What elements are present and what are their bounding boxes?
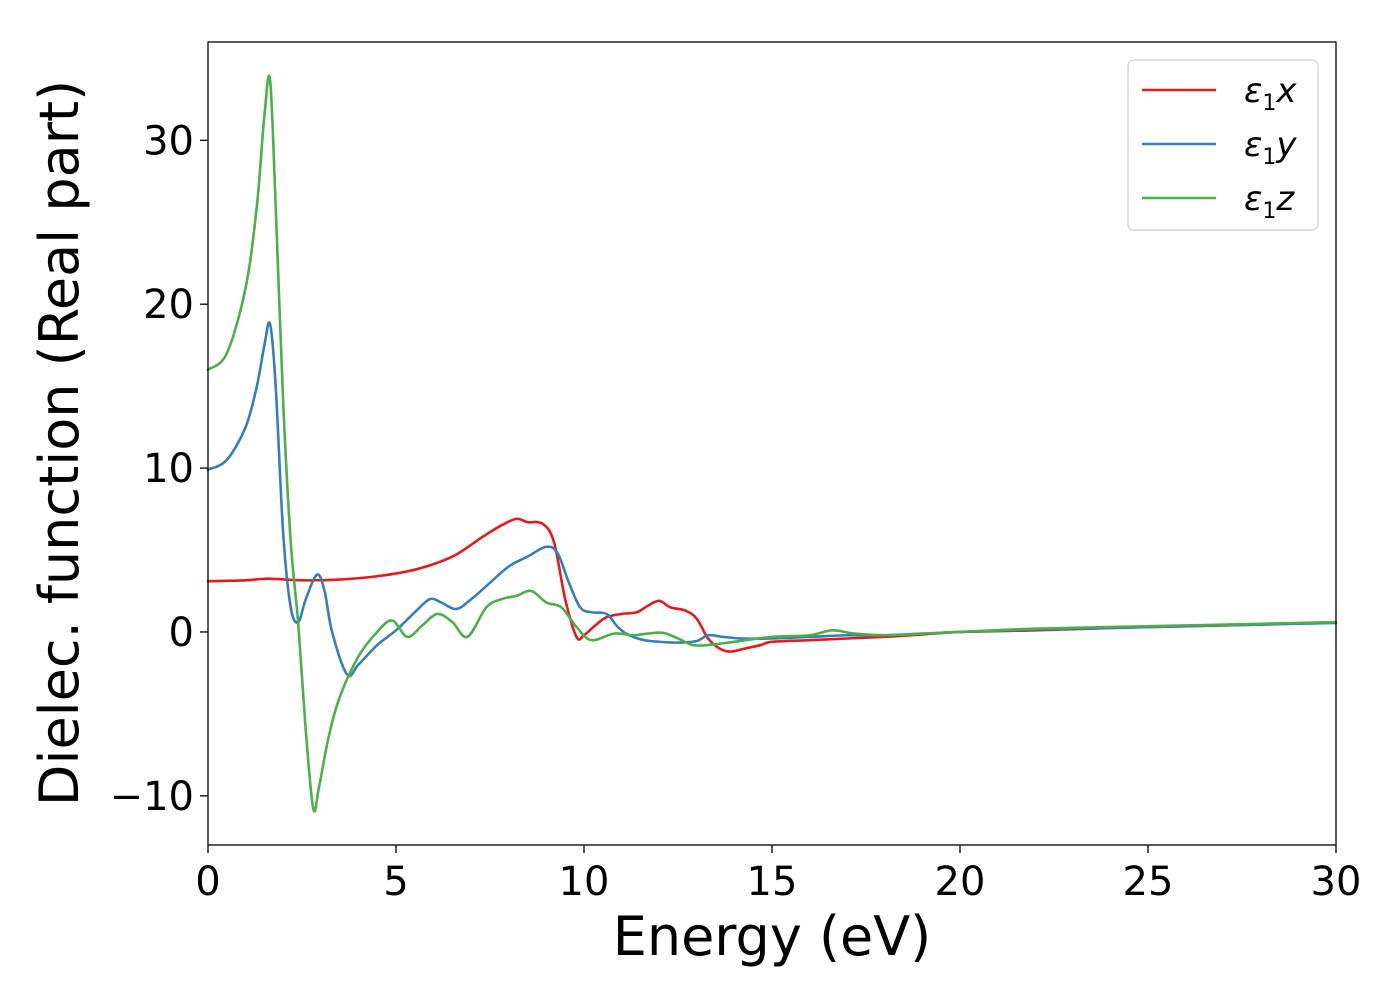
series-line-1 (206, 517, 1338, 653)
x-axis-title: Energy (eV) (613, 905, 932, 968)
y-axis: −10 0 10 20 30 (110, 118, 208, 820)
x-axis: 0 5 10 15 20 25 30 (195, 845, 1361, 905)
y-tick-label: 30 (143, 118, 194, 164)
y-tick-label: −10 (110, 774, 194, 820)
legend: ε1x ε1y ε1z (1127, 59, 1319, 231)
y-tick-label: 0 (169, 610, 194, 656)
legend-box (1127, 59, 1319, 231)
x-tick-label: 25 (1123, 859, 1174, 905)
x-tick-label: 10 (559, 859, 610, 905)
x-tick-label: 20 (935, 859, 986, 905)
series-line-3 (206, 74, 1338, 813)
series-line-2 (206, 321, 1338, 678)
legend-label-2: ε1y (1244, 125, 1297, 170)
x-tick-label: 0 (195, 859, 220, 905)
y-tick-label: 20 (143, 282, 194, 328)
legend-label-3: ε1z (1244, 179, 1295, 224)
x-tick-label: 30 (1311, 859, 1362, 905)
legend-label-1: ε1x (1244, 71, 1297, 116)
x-tick-label: 15 (747, 859, 798, 905)
y-axis-title: Dielec. function (Real part) (28, 80, 91, 806)
series-layer (206, 74, 1338, 813)
x-tick-label: 5 (383, 859, 408, 905)
y-tick-label: 10 (143, 446, 194, 492)
